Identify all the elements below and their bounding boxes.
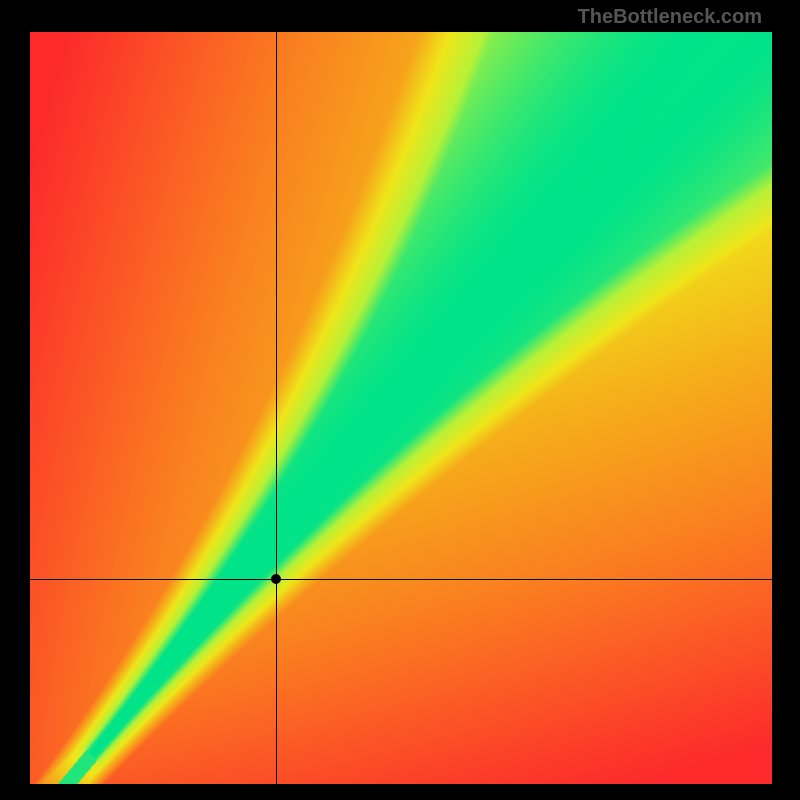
crosshair-marker-dot: [271, 574, 281, 584]
crosshair-vertical: [276, 32, 277, 784]
crosshair-horizontal: [30, 579, 772, 580]
watermark-text: TheBottleneck.com: [578, 6, 762, 29]
heatmap-canvas: [30, 32, 772, 784]
heatmap-chart: [30, 32, 772, 784]
